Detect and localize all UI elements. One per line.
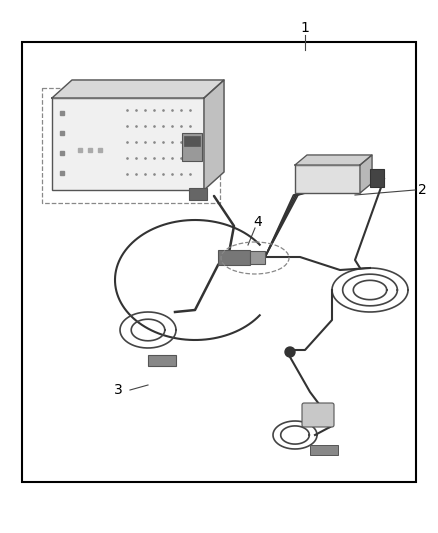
FancyBboxPatch shape xyxy=(295,165,360,193)
Bar xyxy=(148,355,176,366)
Bar xyxy=(310,445,338,455)
FancyBboxPatch shape xyxy=(302,403,334,427)
Bar xyxy=(218,250,250,265)
Text: 2: 2 xyxy=(417,183,426,197)
FancyBboxPatch shape xyxy=(52,98,204,190)
Text: 4: 4 xyxy=(254,215,262,229)
Bar xyxy=(250,251,265,264)
Bar xyxy=(42,88,220,203)
Polygon shape xyxy=(52,80,224,98)
Bar xyxy=(189,188,207,200)
Bar xyxy=(182,133,202,161)
Polygon shape xyxy=(360,155,372,193)
Circle shape xyxy=(285,347,295,357)
Text: 3: 3 xyxy=(113,383,122,397)
Polygon shape xyxy=(204,80,224,190)
Text: 1: 1 xyxy=(300,21,309,35)
Polygon shape xyxy=(295,155,372,165)
Bar xyxy=(22,42,416,482)
Bar xyxy=(370,169,384,187)
Bar xyxy=(184,136,200,146)
